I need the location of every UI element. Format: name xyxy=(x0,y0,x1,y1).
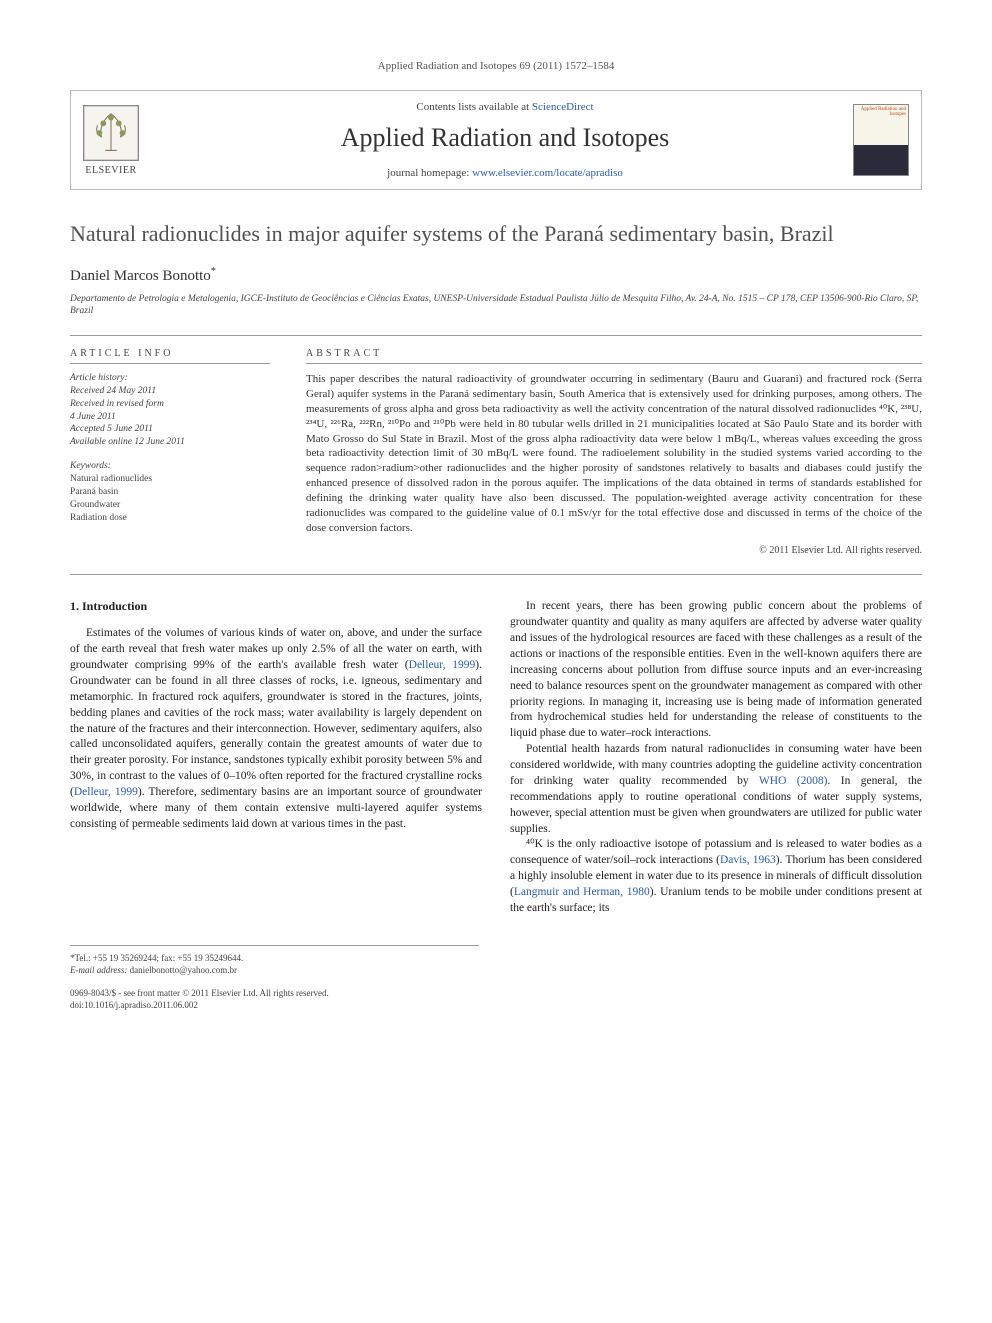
body-paragraph: In recent years, there has been growing … xyxy=(510,599,922,742)
article-title: Natural radionuclides in major aquifer s… xyxy=(70,220,922,248)
journal-header: ELSEVIER Contents lists available at Sci… xyxy=(70,90,922,190)
body-text: ). Groundwater can be found in all three… xyxy=(70,659,482,798)
homepage-line: journal homepage: www.elsevier.com/locat… xyxy=(157,167,853,179)
abstract-label: ABSTRACT xyxy=(306,348,922,364)
journal-reference: Applied Radiation and Isotopes 69 (2011)… xyxy=(70,60,922,72)
cover-thumb-title: Applied Radiation and Isotopes xyxy=(854,105,908,119)
body-columns: 1. Introduction Estimates of the volumes… xyxy=(70,599,922,916)
citation-link[interactable]: Langmuir and Herman, 1980 xyxy=(514,886,650,898)
author-name: Daniel Marcos Bonotto xyxy=(70,268,211,284)
doi-line: doi:10.1016/j.apradiso.2011.06.002 xyxy=(70,1000,479,1012)
contents-prefix: Contents lists available at xyxy=(416,101,531,113)
keyword: Natural radionuclides xyxy=(70,473,270,486)
citation-link[interactable]: Delleur, 1999 xyxy=(74,786,138,798)
corresponding-mark: * xyxy=(211,266,216,277)
divider xyxy=(70,335,922,336)
journal-title: Applied Radiation and Isotopes xyxy=(157,123,853,153)
elsevier-tree-icon xyxy=(83,105,139,161)
divider xyxy=(70,574,922,575)
abstract-copyright: © 2011 Elsevier Ltd. All rights reserved… xyxy=(306,545,922,556)
citation-link[interactable]: WHO (2008) xyxy=(759,775,828,787)
article-history: Article history: Received 24 May 2011 Re… xyxy=(70,372,270,449)
affiliation: Departamento de Petrologia e Metalogenia… xyxy=(70,293,922,318)
keyword: Paraná basin xyxy=(70,486,270,499)
bottom-meta: 0969-8043/$ - see front matter © 2011 El… xyxy=(70,988,479,1011)
issn-line: 0969-8043/$ - see front matter © 2011 El… xyxy=(70,988,479,1000)
body-paragraph: ⁴⁰K is the only radioactive isotope of p… xyxy=(510,837,922,916)
history-revised-2: 4 June 2011 xyxy=(70,411,270,424)
history-received: Received 24 May 2011 xyxy=(70,385,270,398)
citation-link[interactable]: Davis, 1963 xyxy=(720,854,776,866)
article-info-label: ARTICLE INFO xyxy=(70,348,270,364)
history-online: Available online 12 June 2011 xyxy=(70,436,270,449)
keywords-list: Natural radionuclides Paraná basin Groun… xyxy=(70,473,270,524)
sciencedirect-link[interactable]: ScienceDirect xyxy=(532,101,594,113)
publisher-logo: ELSEVIER xyxy=(83,105,139,176)
email-label: E-mail address: xyxy=(70,965,130,975)
cover-thumb-image xyxy=(854,145,908,175)
homepage-prefix: journal homepage: xyxy=(387,167,472,179)
journal-homepage-link[interactable]: www.elsevier.com/locate/apradiso xyxy=(472,167,623,179)
keyword: Radiation dose xyxy=(70,512,270,525)
publisher-name: ELSEVIER xyxy=(85,165,136,176)
author-line: Daniel Marcos Bonotto* xyxy=(70,266,922,285)
footnotes: *Tel.: +55 19 35269244; fax: +55 19 3524… xyxy=(70,945,479,976)
history-accepted: Accepted 5 June 2011 xyxy=(70,423,270,436)
abstract-text: This paper describes the natural radioac… xyxy=(306,372,922,535)
journal-cover-thumb: Applied Radiation and Isotopes xyxy=(853,104,909,176)
corresponding-tel: *Tel.: +55 19 35269244; fax: +55 19 3524… xyxy=(70,952,479,964)
keyword: Groundwater xyxy=(70,499,270,512)
body-paragraph: Estimates of the volumes of various kind… xyxy=(70,626,482,832)
contents-line: Contents lists available at ScienceDirec… xyxy=(157,101,853,113)
section-heading: 1. Introduction xyxy=(70,599,482,614)
history-head: Article history: xyxy=(70,372,270,385)
corresponding-email[interactable]: danielbonotto@yahoo.com.br xyxy=(130,965,237,975)
body-paragraph: Potential health hazards from natural ra… xyxy=(510,742,922,837)
citation-link[interactable]: Delleur, 1999 xyxy=(409,659,476,671)
keywords-label: Keywords: xyxy=(70,461,270,471)
history-revised-1: Received in revised form xyxy=(70,398,270,411)
